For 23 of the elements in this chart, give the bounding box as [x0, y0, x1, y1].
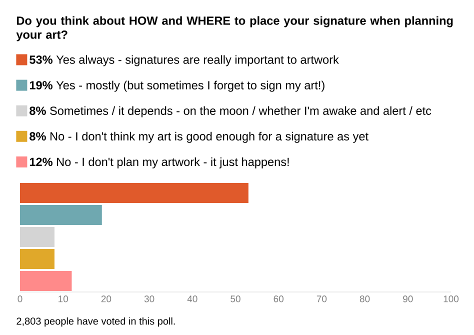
chart-title: Do you think about HOW and WHERE to place your signature when planning your art? — [16, 16, 453, 42]
x-tick-label: 10 — [58, 296, 68, 302]
x-tick-label: 30 — [144, 296, 154, 302]
bar — [20, 227, 54, 247]
bar — [20, 249, 54, 269]
legend-label: 53% Yes always - signatures are really important to artwork — [30, 55, 339, 66]
x-tick-label: 80 — [360, 296, 370, 302]
legend-label: 12% No - I don't plan my artwork - it just happens! — [30, 157, 289, 168]
x-tick-label: 100 — [444, 296, 459, 302]
legend-label: 19% Yes - mostly (but sometimes I forget to sign my art!) — [30, 80, 324, 92]
x-tick-label: 50 — [230, 296, 240, 302]
x-tick-label: 70 — [316, 296, 327, 302]
x-tick-label: 60 — [274, 296, 284, 302]
x-tick-label: 40 — [187, 296, 198, 302]
legend-label: 8% Sometimes / it depends - on the moon / whether I'm awake and alert / etc — [30, 106, 432, 118]
bar — [20, 271, 72, 291]
x-tick-label: 20 — [101, 296, 112, 302]
bar — [20, 205, 102, 225]
bar — [20, 183, 248, 203]
x-tick-label: 90 — [403, 296, 413, 302]
text: 2,803 people have voted in this poll. — [16, 317, 175, 327]
legend-label: 8% No - I don't think my art is good enough for a signature as yet — [30, 132, 368, 143]
x-tick-label: 0 — [18, 296, 22, 302]
